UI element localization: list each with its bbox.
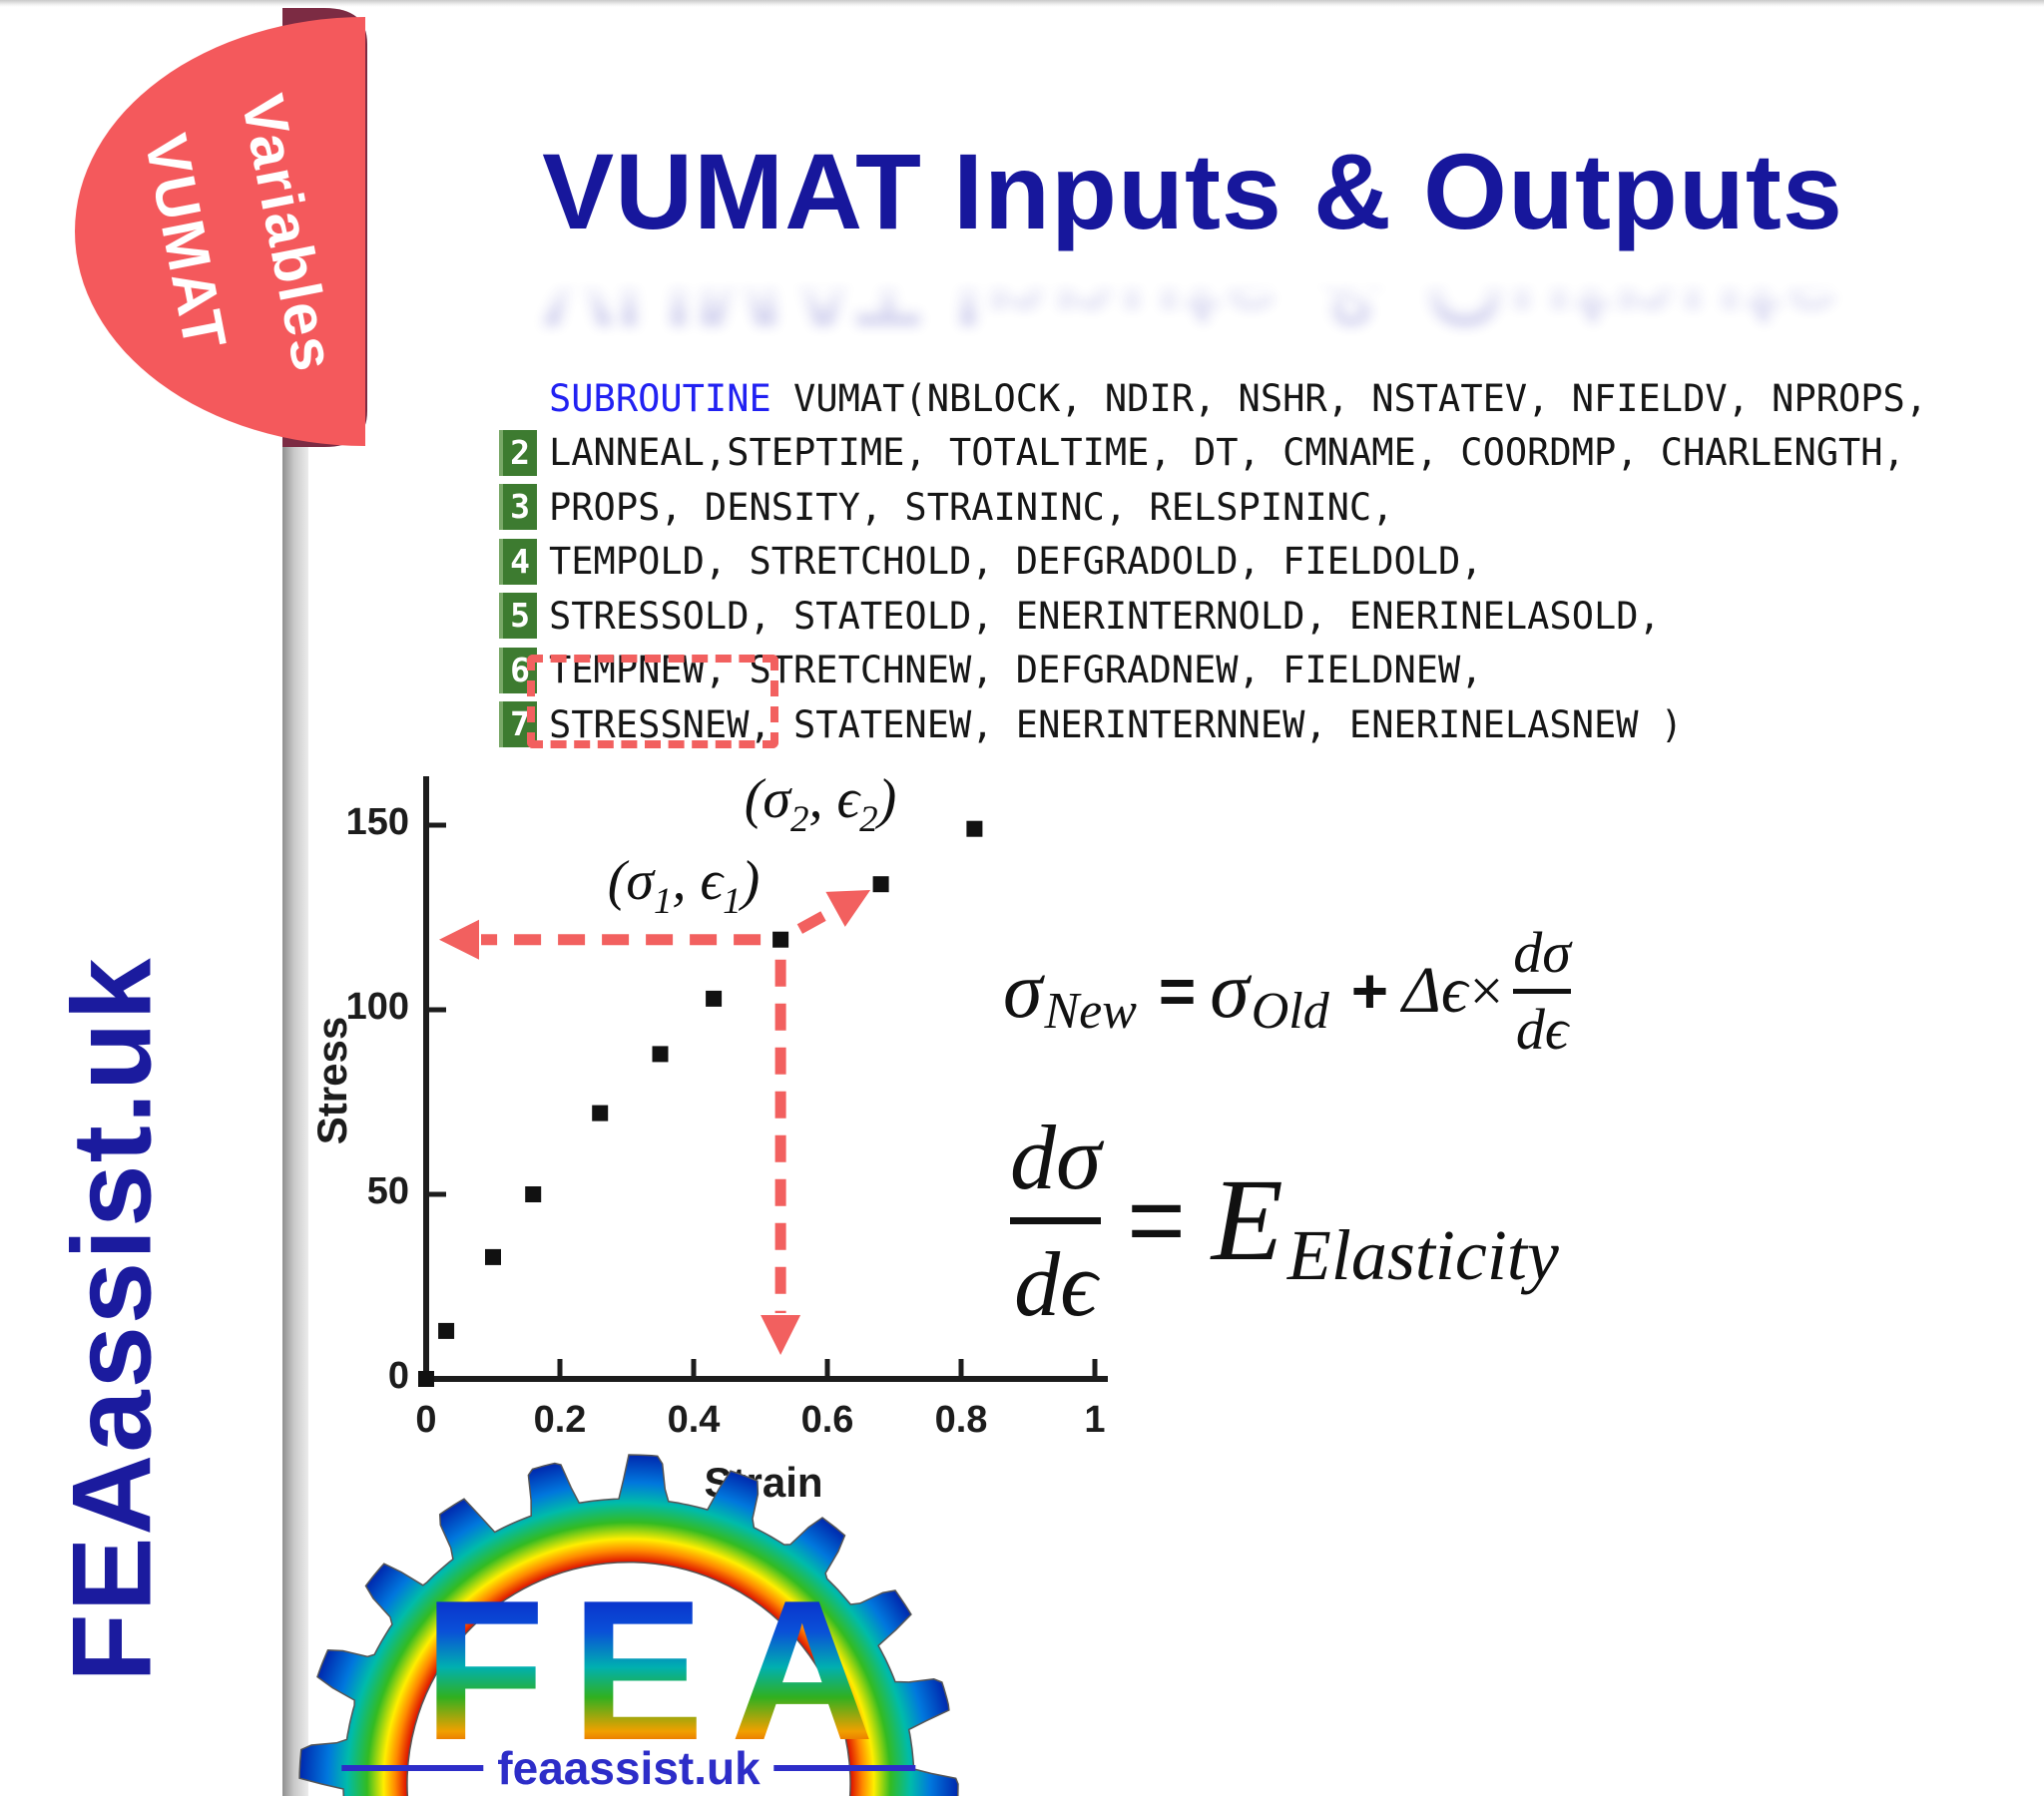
line-number-3: 3	[499, 484, 537, 531]
dsigma-depsilon-fraction: dσ dϵ	[1513, 919, 1571, 1062]
code-line-2-text: LANNEAL,STEPTIME, TOTALTIME, DT, CMNAME,…	[549, 431, 1905, 475]
code-line-5: 5 STRESSOLD, STATEOLD, ENERINTERNOLD, EN…	[499, 589, 1927, 644]
vumat-subroutine-code: SUBROUTINE VUMAT(NBLOCK, NDIR, NSHR, NST…	[499, 371, 1927, 752]
sigma1-annotation: (σ1, ϵ1)	[607, 850, 761, 922]
line-number-2: 2	[499, 429, 537, 476]
y-axis-label: Stress	[308, 1016, 355, 1145]
sigma2-annotation: (σ2, ϵ2)	[744, 768, 897, 840]
y-tick-label: 100	[345, 986, 409, 1028]
x-tick-label: 0.4	[667, 1399, 721, 1441]
fea-gear-logo	[298, 1454, 959, 1796]
line-number-5: 5	[499, 593, 537, 640]
stressnew-token: STRESSNEW	[549, 702, 750, 746]
annotation-arrows	[439, 890, 871, 1355]
logo-caption: feaassist.uk	[341, 1741, 916, 1795]
x-tick-label: 0.6	[800, 1399, 854, 1441]
code-line-1: SUBROUTINE VUMAT(NBLOCK, NDIR, NSHR, NST…	[499, 371, 1927, 426]
code-line-1-text: SUBROUTINE VUMAT(NBLOCK, NDIR, NSHR, NST…	[549, 376, 1928, 420]
page-top-edge	[0, 0, 2044, 7]
dsigma-depsilon-fraction-large: dσ dϵ	[1010, 1106, 1102, 1335]
code-line-4-text: TEMPOLD, STRETCHOLD, DEFGRADOLD, FIELDOL…	[549, 540, 1483, 584]
gear-arch-shape	[298, 1454, 959, 1796]
code-line-7: 7 STRESSNEW, STATENEW, ENERINTERNNEW, EN…	[499, 697, 1927, 752]
x-tick-label: 1	[1084, 1399, 1106, 1441]
title-block: VUMAT Inputs & Outputs VUMAT Inputs & Ou…	[454, 126, 1931, 353]
code-line-3-text: PROPS, DENSITY, STRAININC, RELSPININC,	[549, 485, 1394, 529]
y-tick-label: 150	[345, 801, 409, 843]
x-tick-label: 0	[415, 1399, 437, 1441]
code-keyword: SUBROUTINE	[549, 376, 771, 420]
code-line-2: 2 LANNEAL,STEPTIME, TOTALTIME, DT, CMNAM…	[499, 426, 1927, 481]
code-line-7-text: STRESSNEW, STATENEW, ENERINTERNNEW, ENER…	[549, 702, 1684, 746]
page-title: VUMAT Inputs & Outputs	[542, 131, 1843, 251]
x-tick-label: 0.2	[533, 1399, 587, 1441]
y-tick-label: 50	[366, 1170, 409, 1212]
data-points	[418, 820, 983, 1387]
line-number-4: 4	[499, 538, 537, 585]
logo-url: feaassist.uk	[497, 1742, 761, 1794]
stress-update-formula: σ New = σ Old + Δϵ × dσ dϵ	[1003, 919, 1571, 1062]
ribbon-fold-strip	[282, 443, 308, 1796]
y-tick-label: 0	[387, 1355, 409, 1397]
caption-line-right	[773, 1765, 916, 1771]
caption-line-left	[341, 1765, 484, 1771]
code-line-5-text: STRESSOLD, STATEOLD, ENERINTERNOLD, ENER…	[549, 594, 1661, 638]
code-line-4: 4 TEMPOLD, STRETCHOLD, DEFGRADOLD, FIELD…	[499, 535, 1927, 590]
fea-logo-letters: FEA	[423, 1560, 900, 1782]
x-tick-label: 0.8	[934, 1399, 988, 1441]
stressnew-highlight-box	[527, 655, 778, 748]
elasticity-formula: dσ dϵ = E Elasticity	[1010, 1106, 1559, 1335]
tick-marks	[428, 822, 1098, 1377]
code-line-3: 3 PROPS, DENSITY, STRAININC, RELSPININC,	[499, 480, 1927, 535]
